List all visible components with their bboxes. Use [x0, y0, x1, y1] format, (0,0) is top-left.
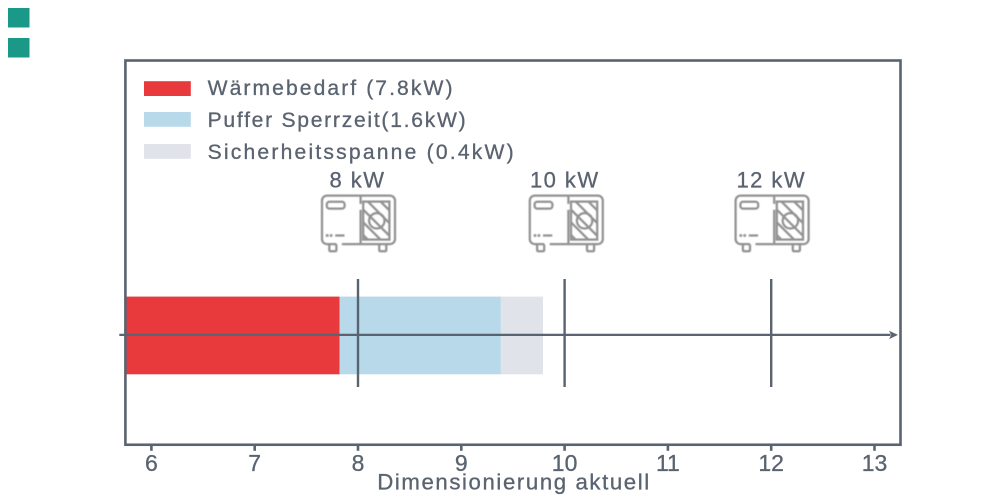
svg-text:7: 7: [248, 450, 261, 476]
svg-text:8 kW: 8 kW: [330, 168, 386, 193]
svg-text:11: 11: [656, 450, 680, 476]
svg-text:12: 12: [758, 450, 784, 476]
svg-text:Puffer Sperrzeit(1.6kW): Puffer Sperrzeit(1.6kW): [208, 109, 468, 132]
svg-text:Sicherheitsspanne (0.4kW): Sicherheitsspanne (0.4kW): [208, 141, 516, 164]
svg-text:Wärmebedarf (7.8kW): Wärmebedarf (7.8kW): [208, 77, 455, 100]
svg-text:12 kW: 12 kW: [736, 168, 806, 193]
svg-text:8: 8: [352, 450, 365, 476]
svg-text:Dimensionierung aktuell: Dimensionierung aktuell: [377, 469, 651, 494]
svg-text:10: 10: [552, 450, 578, 476]
svg-text:9: 9: [455, 450, 468, 476]
svg-text:6: 6: [145, 450, 158, 476]
svg-text:13: 13: [862, 450, 888, 476]
svg-text:10 kW: 10 kW: [530, 168, 600, 193]
